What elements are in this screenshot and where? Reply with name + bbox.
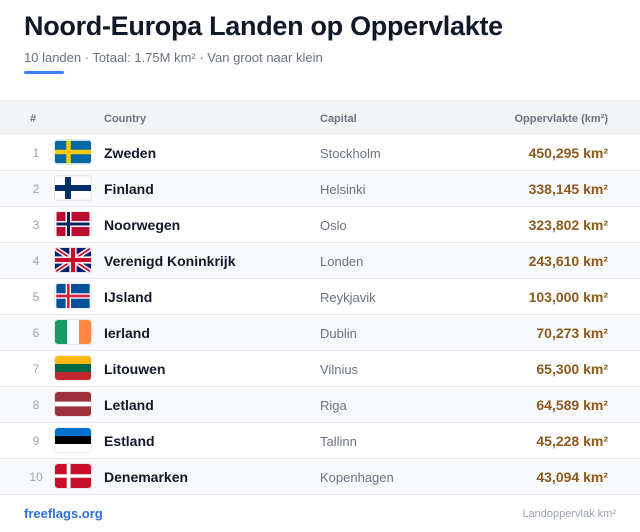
row-country: Noorwegen: [104, 217, 181, 233]
row-rank: 7: [32, 362, 40, 376]
row-rank: 8: [32, 398, 40, 412]
table-row: 4 Verenigd Koninkrijk Londen 243,610 km²: [0, 243, 640, 279]
row-area: 103,000 km²: [528, 289, 608, 305]
page-subtitle: 10 landen · Totaal: 1.75M km² · Van groo…: [24, 50, 323, 65]
row-rank: 6: [32, 326, 40, 340]
row-area: 450,295 km²: [528, 145, 608, 161]
row-capital: Dublin: [320, 326, 357, 341]
table-row: 3 Noorwegen Oslo 323,802 km²: [0, 207, 640, 243]
sweden-flag-icon: [55, 140, 91, 164]
row-country: Finland: [104, 181, 154, 197]
row-capital: Helsinki: [320, 182, 366, 197]
source-link[interactable]: freeflags.org: [24, 506, 103, 521]
row-area: 43,094 km²: [536, 469, 608, 485]
column-header-rank: #: [30, 113, 37, 125]
column-header-country: Country: [104, 113, 147, 125]
lithuania-flag-icon: [55, 356, 91, 380]
row-country: Letland: [104, 397, 154, 413]
row-capital: Tallinn: [320, 434, 357, 449]
table-header: # Country Capital Oppervlakte (km²): [0, 100, 640, 135]
row-country: Verenigd Koninkrijk: [104, 253, 236, 269]
norway-flag-icon: [55, 212, 91, 236]
table-row: 6 Ierland Dublin 70,273 km²: [0, 315, 640, 351]
row-country: Estland: [104, 433, 155, 449]
uk-flag-icon: [55, 248, 91, 272]
finland-flag-icon: [55, 176, 91, 200]
table-row: 9 Estland Tallinn 45,228 km²: [0, 423, 640, 459]
accent-underline: [24, 71, 64, 74]
row-area: 243,610 km²: [528, 253, 608, 269]
table-row: 7 Litouwen Vilnius 65,300 km²: [0, 351, 640, 387]
table-row: 2 Finland Helsinki 338,145 km²: [0, 171, 640, 207]
row-capital: Oslo: [320, 218, 347, 233]
column-header-area: Oppervlakte (km²): [514, 113, 608, 125]
row-capital: Reykjavik: [320, 290, 376, 305]
footer-note: Landoppervlak km²: [522, 508, 616, 520]
row-rank: 9: [32, 434, 40, 448]
row-capital: Riga: [320, 398, 347, 413]
row-area: 70,273 km²: [536, 325, 608, 341]
row-capital: Londen: [320, 254, 364, 269]
table-row: 10 Denemarken Kopenhagen 43,094 km²: [0, 459, 640, 495]
latvia-flag-icon: [55, 392, 91, 416]
row-area: 45,228 km²: [536, 433, 608, 449]
table-row: 1 Zweden Stockholm 450,295 km²: [0, 135, 640, 171]
page-title: Noord-Europa Landen op Oppervlakte: [24, 11, 503, 41]
row-rank: 5: [32, 290, 40, 304]
countries-table: # Country Capital Oppervlakte (km²) 1 Zw…: [0, 100, 640, 495]
row-country: Litouwen: [104, 361, 166, 377]
table-row: 5 IJsland Reykjavik 103,000 km²: [0, 279, 640, 315]
row-area: 323,802 km²: [528, 217, 608, 233]
row-country: Zweden: [104, 145, 157, 161]
row-rank: 2: [32, 182, 40, 196]
row-country: Denemarken: [104, 469, 189, 485]
column-header-capital: Capital: [320, 113, 357, 125]
iceland-flag-icon: [55, 284, 91, 308]
row-capital: Kopenhagen: [320, 470, 394, 485]
row-area: 64,589 km²: [536, 397, 608, 413]
row-rank: 3: [32, 218, 40, 232]
row-country: Ierland: [104, 325, 150, 341]
denmark-flag-icon: [55, 464, 91, 488]
estonia-flag-icon: [55, 428, 91, 452]
ireland-flag-icon: [55, 320, 91, 344]
row-capital: Vilnius: [320, 362, 359, 377]
row-capital: Stockholm: [320, 146, 381, 161]
row-rank: 4: [32, 254, 40, 268]
row-country: IJsland: [104, 289, 153, 305]
row-rank: 10: [29, 470, 43, 484]
row-rank: 1: [32, 146, 40, 160]
row-area: 65,300 km²: [536, 361, 608, 377]
row-area: 338,145 km²: [528, 181, 608, 197]
table-row: 8 Letland Riga 64,589 km²: [0, 387, 640, 423]
